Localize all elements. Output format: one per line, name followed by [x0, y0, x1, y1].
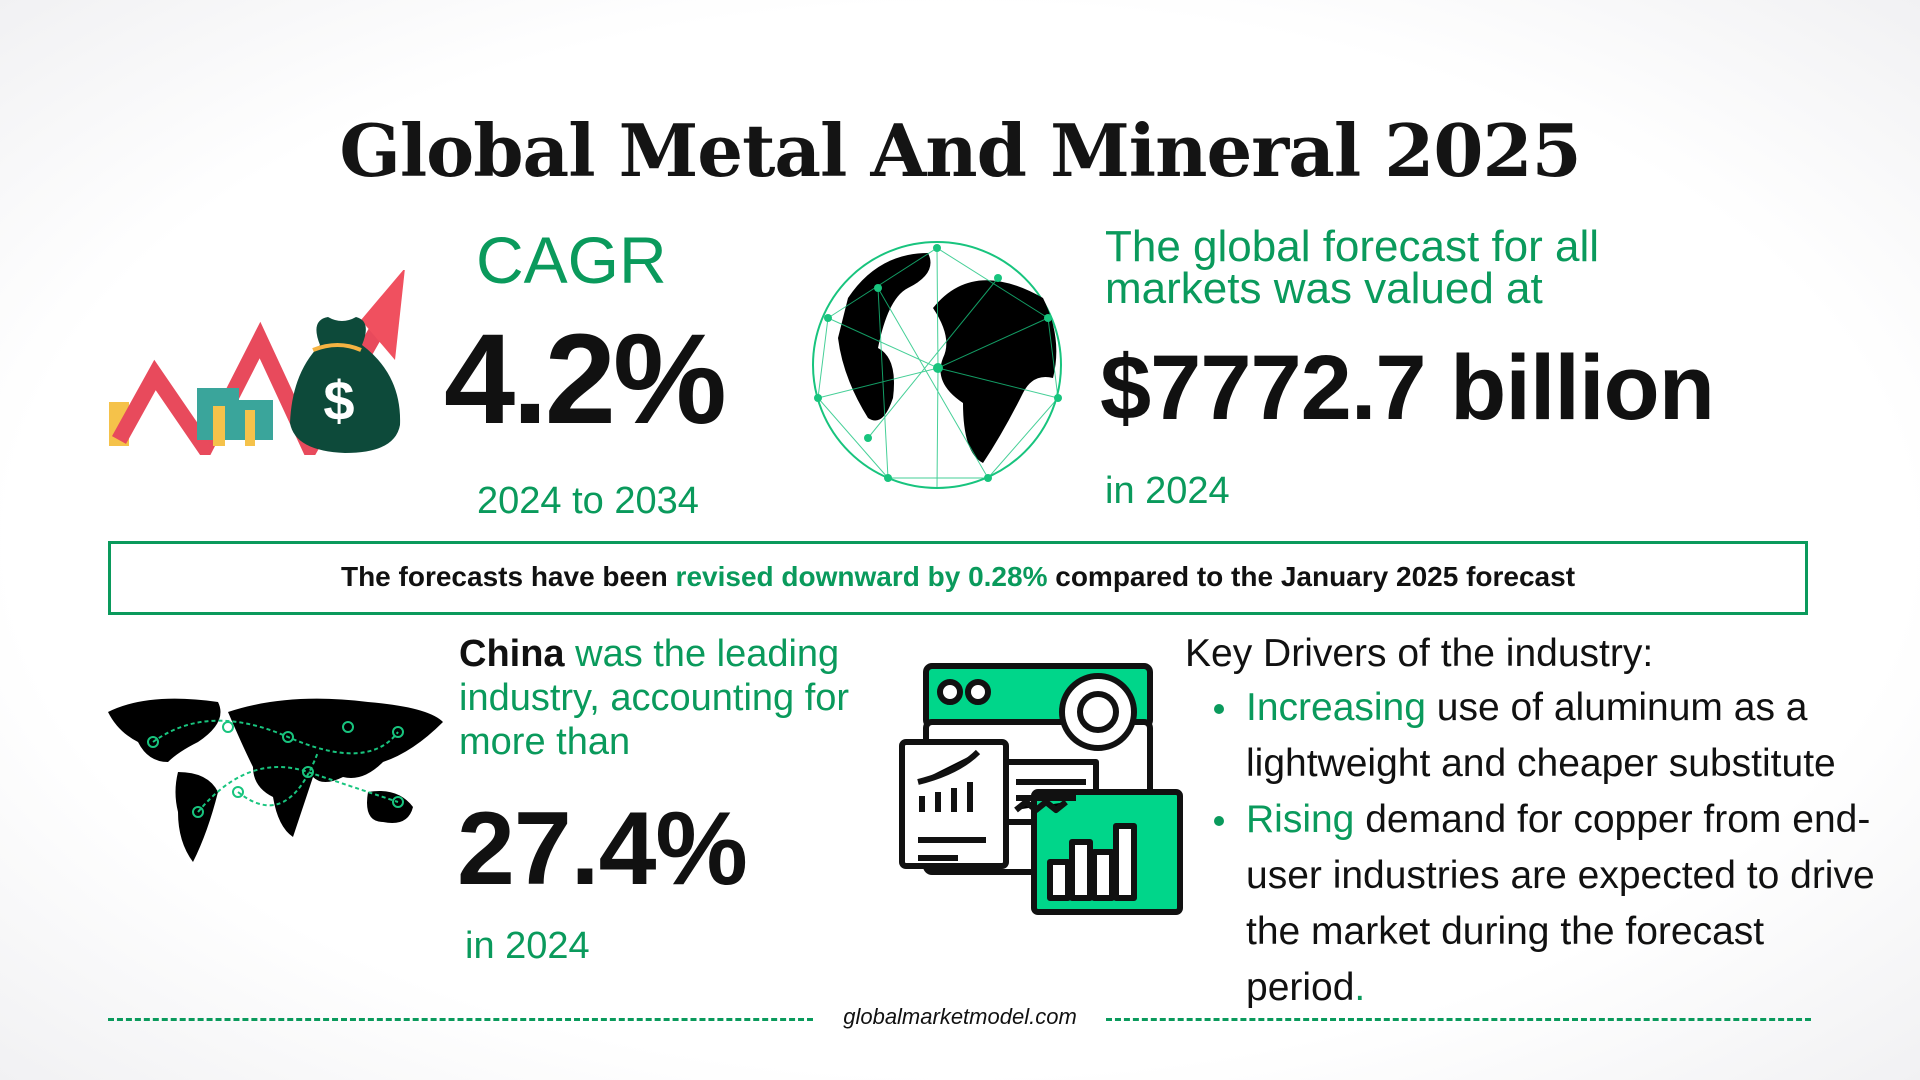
driver-highlight: Rising: [1246, 798, 1355, 841]
footer-website: globalmarketmodel.com: [843, 1004, 1077, 1029]
wireframe-globe-icon: [812, 241, 1062, 489]
china-value: 27.4%: [457, 791, 748, 907]
drivers-title: Key Drivers of the industry:: [1185, 632, 1654, 675]
china-description: China was the leading industry, accounti…: [459, 632, 899, 764]
world-map-network-icon: [108, 698, 443, 862]
china-year: in 2024: [465, 925, 590, 967]
driver-highlight: Increasing: [1246, 686, 1426, 729]
revision-banner: The forecasts have been revised downward…: [108, 541, 1808, 615]
revision-highlight: revised downward by 0.28%: [675, 561, 1048, 592]
revision-prefix: The forecasts have been: [340, 561, 676, 592]
forecast-year: in 2024: [1105, 470, 1230, 512]
cagr-period: 2024 to 2034: [477, 480, 699, 522]
page-title: Global Metal And Mineral 2025: [339, 108, 1581, 193]
drivers-list: Increasing use of aluminum as a lightwei…: [1210, 680, 1890, 1016]
china-text: was the leading industry, accounting for…: [459, 633, 850, 763]
footer-divider-left: [108, 1018, 813, 1021]
forecast-value: $7772.7 billion: [1100, 337, 1715, 439]
china-country: China: [459, 633, 565, 675]
cagr-label: CAGR: [476, 223, 667, 297]
growth-arrow-money-icon: $: [109, 270, 405, 455]
footer-divider-right: [1106, 1018, 1811, 1021]
driver-end: .: [1354, 966, 1366, 1009]
driver-item: Increasing use of aluminum as a lightwei…: [1210, 680, 1890, 792]
analytics-dashboard-icon: [899, 663, 1183, 915]
cagr-value: 4.2%: [444, 308, 727, 451]
revision-suffix: compared to the January 2025 forecast: [1047, 561, 1576, 592]
driver-text: use of aluminum as a lightweight and che…: [1246, 686, 1836, 785]
svg-text:$: $: [323, 369, 354, 432]
forecast-label: The global forecast for all markets was …: [1105, 222, 1600, 313]
driver-item: Rising demand for copper from end-user i…: [1210, 792, 1890, 1016]
driver-text: demand for copper from end-user industri…: [1246, 798, 1875, 1009]
